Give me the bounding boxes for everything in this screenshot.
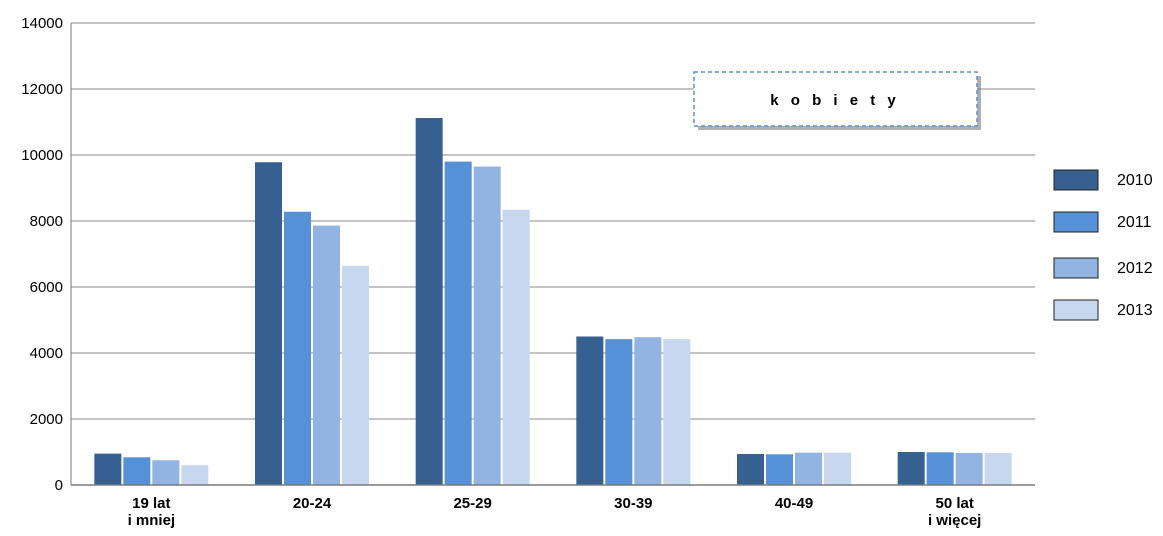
y-tick-label: 2000	[30, 411, 63, 428]
bar-2013	[824, 452, 851, 485]
bar-2013	[984, 452, 1012, 485]
bar-2011	[123, 457, 151, 485]
bar-2013	[502, 209, 530, 485]
chart-title: k o b i e t y	[770, 92, 900, 109]
x-category-label: 40-49	[775, 495, 813, 512]
y-tick-label: 12000	[21, 81, 63, 98]
legend-label: 2012	[1117, 260, 1153, 277]
bar-2010	[415, 118, 443, 485]
bar-2010	[897, 452, 925, 485]
bar-2013	[342, 265, 369, 485]
bar-2012	[955, 452, 983, 485]
bar-2010	[737, 453, 764, 485]
chart-title-box: k o b i e t y	[693, 71, 981, 130]
bar-2011	[284, 211, 311, 485]
y-tick-label: 0	[55, 477, 63, 494]
y-tick-label: 6000	[30, 279, 63, 296]
legend: 2010 2011 2012 2013	[1053, 169, 1153, 321]
bar-2011	[605, 339, 633, 485]
bar-2012	[795, 452, 822, 485]
bar-2012	[152, 460, 180, 485]
legend-swatch-2010	[1053, 169, 1099, 191]
bar-2010	[576, 336, 604, 485]
x-category-label: 19 lat	[132, 495, 170, 512]
bar-2012	[313, 225, 340, 485]
legend-swatch-2013	[1053, 299, 1099, 321]
legend-label: 2010	[1117, 172, 1153, 189]
bar-2013	[663, 339, 691, 485]
y-tick-label: 14000	[21, 15, 63, 32]
bar-2013	[181, 465, 209, 485]
y-tick-label: 4000	[30, 345, 63, 362]
x-category-label: 50 lat	[935, 495, 973, 512]
x-category-label: 20-24	[293, 495, 332, 512]
legend-label: 2013	[1117, 302, 1153, 319]
y-axis-ticks: 0 2000 4000 6000 8000 10000 12000 14000	[21, 15, 63, 494]
x-category-label: i mniej	[128, 512, 176, 529]
bars	[94, 118, 1012, 486]
legend-label: 2011	[1117, 214, 1152, 231]
legend-swatch-2012	[1053, 257, 1099, 279]
y-tick-label: 10000	[21, 147, 63, 164]
bar-2011	[766, 454, 793, 485]
gridlines	[71, 22, 1035, 420]
x-axis	[70, 23, 1035, 486]
bar-2010	[255, 162, 282, 485]
x-category-label: i więcej	[928, 512, 981, 529]
bar-2012	[473, 166, 501, 486]
bar-2012	[634, 337, 662, 485]
legend-swatch-2011	[1053, 211, 1099, 233]
bar-2011	[926, 452, 954, 485]
bar-2011	[444, 161, 472, 485]
bar-2010	[94, 453, 122, 485]
y-tick-label: 8000	[30, 213, 63, 230]
x-category-label: 30-39	[614, 495, 652, 512]
x-category-label: 25-29	[453, 495, 491, 512]
